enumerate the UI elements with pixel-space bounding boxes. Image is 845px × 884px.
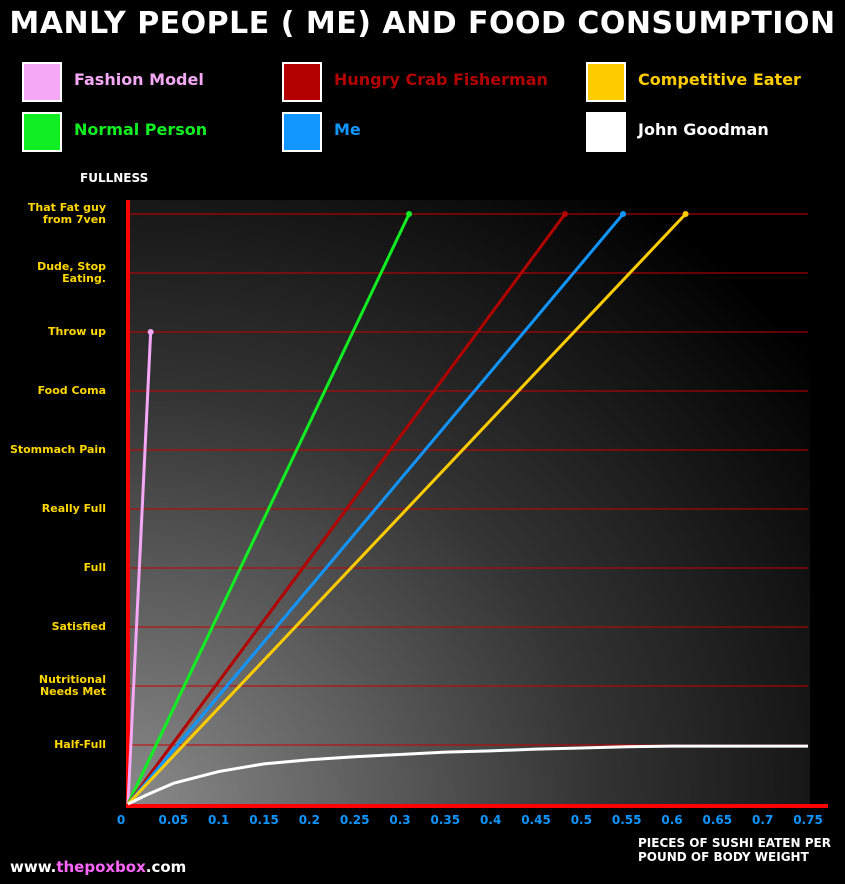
series-endpoint [406,211,413,217]
y-tick-label: Stommach Pain [9,443,106,456]
x-tick-label: 0.4 [480,813,501,827]
legend-label: John Goodman [638,120,769,139]
x-tick-label: 0.55 [612,813,642,827]
legend-label: Me [334,120,361,139]
legend-swatch [282,112,322,152]
series-line [127,744,808,806]
chart-title: MANLY PEOPLE ( ME) AND FOOD CONSUMPTION [9,6,836,41]
x-tick-label: 0.15 [249,813,279,827]
y-tick-label: Satisfied [51,620,106,633]
footer-accent: the [56,858,85,876]
series-line [126,213,411,805]
y-tick-label: Nutritional Needs Met [38,673,106,698]
x-tick-label: 0.65 [703,813,733,827]
legend-label: Hungry Crab Fisherman [334,70,548,89]
x-tick-label: 0.5 [571,813,592,827]
plot-background [128,200,810,804]
series-endpoint [147,329,154,335]
x-tick-label: 0.6 [661,813,682,827]
y-tick-label: Dude, Stop Eating. [37,260,106,285]
x-tick-label: 0.3 [389,813,410,827]
footer-suffix: .com [145,858,187,876]
legend-swatch [22,62,62,102]
x-tick-label: 0.2 [299,813,320,827]
y-tick-label: Full [83,561,106,574]
y-tick-label: Throw up [47,325,106,338]
x-tick-label: 0.35 [431,813,461,827]
legend-label: Normal Person [74,120,208,139]
series-endpoint [620,211,627,217]
series-line [126,212,687,806]
legend-label: Fashion Model [74,70,204,89]
series-endpoint [682,211,689,217]
y-tick-label: That Fat guy from 7ven [27,201,106,226]
x-tick-label: 0.05 [159,813,189,827]
series-endpoint [562,211,569,217]
legend-swatch [586,62,626,102]
legend-swatch [22,112,62,152]
x-tick-label: 0.7 [752,813,773,827]
x-tick-label: 0.25 [340,813,370,827]
legend-label: Competitive Eater [638,70,801,89]
x-tick-label: 0 [117,813,125,827]
y-tick-label: Food Coma [37,384,106,397]
legend-swatch [586,112,626,152]
x-tick-label: 0.75 [793,813,823,827]
y-tick-label: Half-Full [54,738,106,751]
footer-accent-2: poxbox [84,858,146,876]
x-tick-label: 0.1 [208,813,229,827]
legend-swatch [282,62,322,102]
series-line [126,213,567,805]
x-tick-label: 0.45 [521,813,551,827]
series-line [126,213,625,805]
y-axis-title: FULLNESS [80,171,149,185]
footer-url: www.thepoxbox.com [10,858,186,876]
footer-prefix: www. [10,858,57,876]
series-line [126,331,153,805]
y-tick-label: Really Full [41,502,106,515]
x-axis-title: PIECES OF SUSHI EATEN PER POUND OF BODY … [638,836,831,864]
